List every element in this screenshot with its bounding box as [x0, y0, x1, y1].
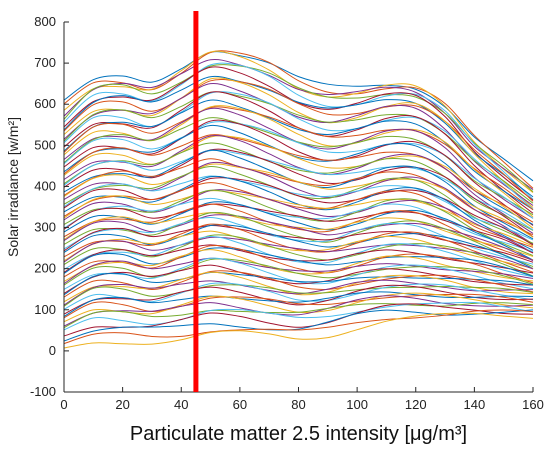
series-line	[63, 77, 534, 208]
y-tick-label: -100	[30, 384, 56, 399]
series-line	[63, 50, 534, 189]
series-line	[63, 58, 534, 190]
series-line	[63, 64, 534, 193]
series-line	[63, 91, 534, 214]
x-tick-label: 20	[115, 397, 129, 412]
series-line	[63, 124, 534, 225]
y-axis-title: Solar irradiance [w/m²]	[5, 117, 21, 257]
series-line	[63, 291, 534, 317]
x-tick-label: 100	[346, 397, 368, 412]
series-line	[63, 216, 534, 265]
x-tick-label: 40	[174, 397, 188, 412]
series-line	[63, 135, 534, 229]
series-line	[63, 234, 534, 277]
series-line	[63, 91, 534, 204]
series-line	[63, 51, 534, 182]
y-tick-label: 300	[34, 220, 56, 235]
y-tick-label: 0	[49, 343, 56, 358]
series-line	[63, 230, 534, 269]
series-line	[63, 75, 534, 198]
y-tick-label: 200	[34, 261, 56, 276]
x-tick-label: 120	[405, 397, 427, 412]
series-line	[63, 182, 534, 248]
series-line	[63, 309, 534, 345]
series-line	[63, 142, 534, 231]
y-tick-label: 600	[34, 96, 56, 111]
series-line	[63, 50, 534, 193]
series-line	[63, 177, 534, 246]
series-line	[63, 149, 534, 231]
series-line	[63, 197, 534, 253]
x-axis-title: Particulate matter 2.5 intensity [μg/m³]	[130, 423, 467, 445]
y-tick-label: 800	[34, 14, 56, 29]
series-line	[63, 214, 534, 262]
series-line	[63, 121, 534, 219]
series-line	[63, 79, 534, 202]
series-line	[63, 66, 534, 201]
series-line	[63, 271, 534, 296]
series-line	[63, 224, 534, 263]
series-line	[63, 106, 534, 211]
series-line	[63, 247, 534, 277]
series-line	[63, 99, 534, 210]
series-line	[63, 175, 534, 241]
series-line	[63, 279, 534, 306]
series-line	[63, 295, 534, 327]
series-line	[63, 293, 534, 319]
series-line	[63, 201, 534, 261]
series-line	[63, 301, 534, 331]
tick-labels: 0 20 40 60 80 100 120 140 160 -100 0 100 200 300 400 50…	[30, 14, 544, 412]
x-tick-label: 160	[522, 397, 544, 412]
series-line	[63, 135, 534, 234]
y-tick-label: 700	[34, 55, 56, 70]
series-line	[63, 271, 534, 303]
x-tick-label: 60	[233, 397, 247, 412]
series-line	[63, 302, 534, 329]
series-line	[63, 223, 534, 273]
series-lines	[63, 50, 534, 349]
series-line	[63, 189, 534, 254]
y-tick-label: 500	[34, 137, 56, 152]
series-line	[63, 312, 534, 349]
series-line	[63, 303, 534, 337]
y-tick-label: 400	[34, 178, 56, 193]
series-line	[63, 236, 534, 270]
series-line	[63, 190, 534, 247]
series-line	[63, 212, 534, 257]
series-line	[63, 284, 534, 315]
series-line	[63, 235, 534, 278]
series-line	[63, 203, 534, 254]
series-line	[63, 91, 534, 210]
x-tick-label: 0	[60, 397, 67, 412]
x-tick-label: 80	[291, 397, 305, 412]
series-line	[63, 309, 534, 342]
series-line	[63, 257, 534, 290]
series-line	[63, 175, 534, 251]
y-tick-label: 100	[34, 302, 56, 317]
x-tick-label: 140	[464, 397, 486, 412]
